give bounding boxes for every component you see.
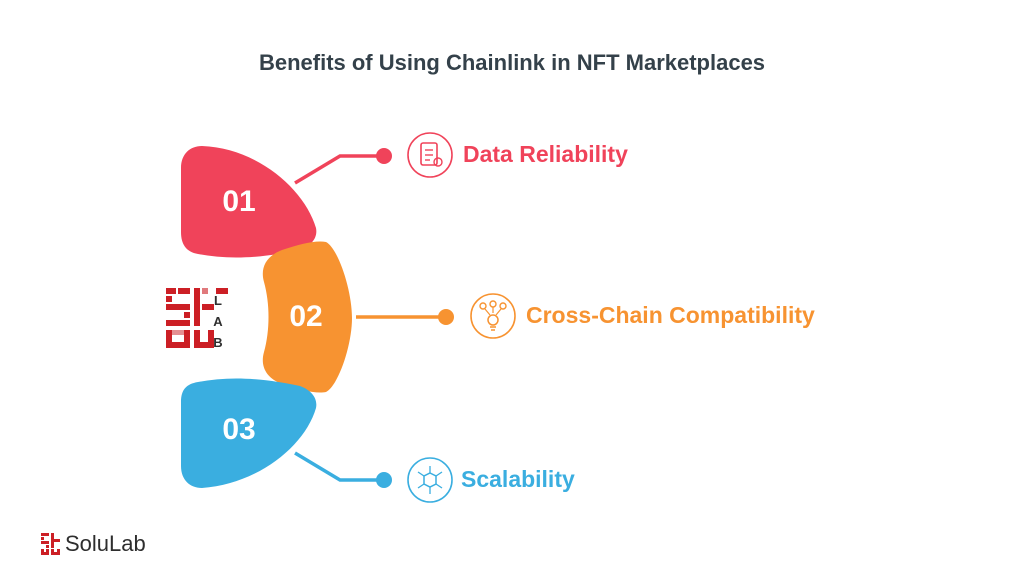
segment-02-number: 02: [289, 300, 322, 333]
label-data-reliability: Data Reliability: [463, 141, 628, 167]
connector-1: [294, 148, 392, 185]
segment-01: 01: [181, 146, 317, 258]
footer-brand-name: SoluLab: [65, 531, 146, 556]
solulab-center-logo: L A B: [166, 288, 228, 350]
label-cross-chain-compatibility: Cross-Chain Compatibility: [526, 302, 815, 328]
segment-03-number: 03: [222, 413, 255, 446]
page-title: Benefits of Using Chainlink in NFT Marke…: [258, 50, 766, 75]
solulab-logo-icon: [41, 533, 60, 555]
segment-01-number: 01: [222, 185, 255, 218]
connector-2: [356, 309, 454, 325]
logo-letter-a: A: [213, 314, 223, 329]
network-cube-icon: [407, 457, 453, 503]
segment-03: 03: [181, 378, 317, 488]
logo-letter-b: B: [213, 335, 222, 350]
connector-3: [294, 451, 392, 488]
label-scalability: Scalability: [461, 466, 575, 492]
footer-brand: SoluLab: [41, 530, 146, 558]
report-document-icon: [407, 132, 453, 178]
lightbulb-network-icon: [470, 293, 516, 339]
logo-letter-l: L: [214, 293, 222, 308]
segment-02: 02: [262, 241, 352, 393]
